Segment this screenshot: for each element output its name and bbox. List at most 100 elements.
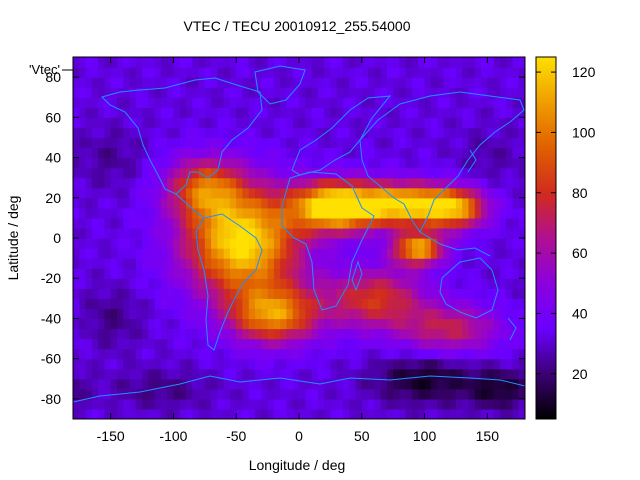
heatmap-cell [104,217,112,229]
heatmap-cell [481,348,488,360]
heatmap-cell [386,268,394,279]
heatmap-cell [455,258,463,269]
heatmap-cell [148,77,156,88]
heatmap-cell [405,398,413,410]
heatmap-cell [418,308,426,320]
heatmap-cell [98,368,105,380]
heatmap-cell [154,238,162,249]
heatmap-cell [167,358,175,370]
heatmap-cell [129,358,137,370]
heatmap-cell [481,358,488,370]
heatmap-cell [506,278,514,289]
heatmap-cell [85,137,93,149]
heatmap-cell [204,278,212,289]
heatmap-cell [179,127,187,139]
heatmap-cell [261,117,269,128]
heatmap-cell [330,137,338,149]
heatmap-cell [299,217,306,229]
heatmap-cell [380,278,388,289]
heatmap-cell [336,378,344,390]
heatmap-cell [349,117,357,128]
heatmap-cell [179,268,187,279]
heatmap-cell [518,147,525,159]
heatmap-cell [198,368,206,380]
heatmap-cell [79,77,87,88]
heatmap-cell [342,328,350,340]
heatmap-cell [487,388,495,400]
heatmap-cell [236,187,244,199]
heatmap-cell [167,298,175,309]
heatmap-cell [217,117,225,128]
heatmap-cell [73,137,80,149]
heatmap-cell [405,358,413,370]
heatmap-cell [85,57,93,68]
heatmap-cell [355,358,363,370]
heatmap-cell [449,167,457,179]
heatmap-cell [386,338,394,350]
heatmap-cell [518,318,525,330]
heatmap-cell [160,67,168,78]
heatmap-cell [223,97,231,108]
heatmap-cell [217,338,225,350]
heatmap-cell [399,177,407,189]
heatmap-cell [135,87,143,98]
heatmap-cell [229,207,237,219]
heatmap-cell [280,117,288,128]
heatmap-cell [123,147,131,159]
heatmap-cell [393,348,401,360]
heatmap-cell [154,378,162,390]
heatmap-cell [305,177,313,189]
heatmap-cell [518,288,525,299]
heatmap-cell [179,398,187,410]
heatmap-cell [73,197,80,209]
heatmap-cell [412,97,419,108]
heatmap-cell [198,207,206,219]
heatmap-cell [198,388,206,400]
heatmap-cell [135,298,143,309]
heatmap-cell [299,408,306,419]
heatmap-cell [380,328,388,340]
heatmap-cell [154,388,162,400]
heatmap-cell [305,157,313,169]
heatmap-cell [355,348,363,360]
heatmap-cell [148,348,156,360]
heatmap-cell [248,318,256,330]
heatmap-cell [292,77,300,88]
heatmap-cell [361,97,369,108]
heatmap-cell [393,328,401,340]
heatmap-cell [418,57,426,68]
heatmap-cell [424,137,432,149]
heatmap-cell [110,167,118,179]
heatmap-cell [211,127,218,139]
heatmap-cell [198,378,206,390]
heatmap-cell [98,238,105,249]
heatmap-cell [449,408,457,419]
heatmap-cell [317,308,325,320]
heatmap-cell [91,248,99,259]
heatmap-cell [261,328,269,340]
heatmap-cell [317,278,325,289]
heatmap-cell [311,388,319,400]
heatmap-cell [229,87,237,98]
heatmap-cell [79,167,87,179]
heatmap-cell [462,358,470,370]
heatmap-cell [98,268,105,279]
heatmap-cell [85,117,93,128]
heatmap-cell [173,368,181,380]
heatmap-cell [311,197,319,209]
heatmap-cell [493,408,501,419]
heatmap-cell [317,268,325,279]
heatmap-cell [342,298,350,309]
heatmap-cell [179,318,187,330]
heatmap-cell [455,187,463,199]
heatmap-cell [399,278,407,289]
heatmap-cell [324,67,331,78]
heatmap-cell [449,338,457,350]
heatmap-cell [412,278,419,289]
heatmap-cell [255,318,262,330]
heatmap-cell [255,248,262,259]
heatmap-cell [217,167,225,179]
heatmap-cell [336,398,344,410]
heatmap-cell [267,408,275,419]
heatmap-cell [91,268,99,279]
